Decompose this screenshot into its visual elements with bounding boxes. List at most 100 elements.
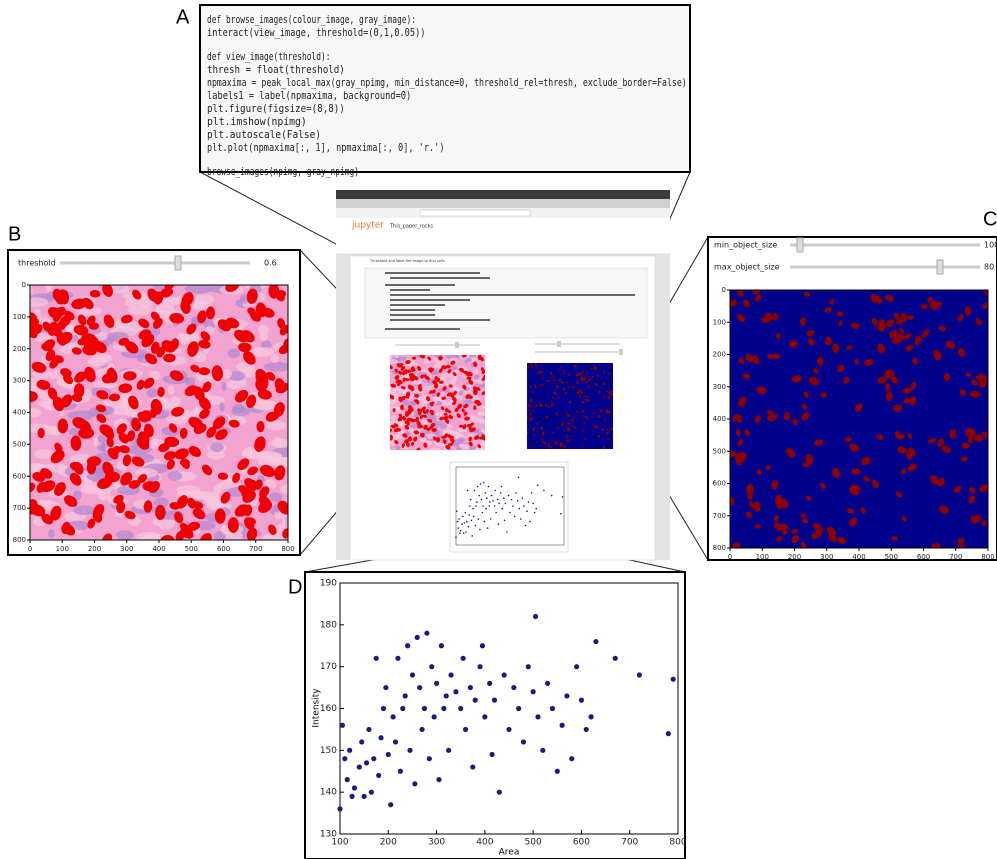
slider-value: 80	[984, 263, 994, 272]
x-tick-label: 600	[917, 553, 930, 561]
point	[444, 693, 449, 698]
image: 0100200300400500600700800010020030040050…	[13, 277, 300, 553]
y-tick-label: 170	[320, 662, 337, 672]
x-tick-label: 700	[249, 545, 262, 553]
y-tick-label: 600	[13, 472, 26, 480]
y-tick-label: 200	[13, 345, 26, 353]
point	[461, 523, 463, 525]
x-tick-label: 800	[981, 553, 994, 561]
slider-label: threshold	[18, 259, 56, 268]
point	[526, 510, 528, 512]
point	[337, 806, 342, 811]
y-tick-label: 800	[713, 544, 726, 552]
nucleus	[37, 428, 44, 438]
point	[386, 752, 391, 757]
point	[526, 664, 531, 669]
point	[492, 500, 494, 502]
point	[383, 685, 388, 690]
y-tick-label: 700	[713, 512, 726, 520]
x-tick-label: 300	[820, 553, 833, 561]
x-tick-label: 400	[852, 553, 865, 561]
stroma	[73, 505, 95, 515]
point	[463, 533, 465, 535]
image-content	[525, 361, 614, 449]
figure: jupyter This_paper_rocks Threshold and l…	[0, 0, 997, 859]
point	[345, 777, 350, 782]
image-content	[724, 285, 992, 552]
point	[436, 777, 441, 782]
notebook-screenshot: jupyter This_paper_rocks Threshold and l…	[336, 190, 670, 560]
code-line: interact(view_image, threshold=(0,1,0.05…	[207, 26, 426, 39]
point	[502, 672, 507, 677]
stroma	[256, 347, 274, 357]
stroma	[457, 437, 465, 442]
x-tick-label: 300	[428, 838, 445, 848]
point	[535, 714, 540, 719]
point	[477, 486, 479, 488]
y-tick-label: 200	[713, 351, 726, 359]
stroma	[259, 331, 267, 341]
stroma	[270, 438, 289, 448]
point	[415, 635, 420, 640]
point	[666, 731, 671, 736]
point	[424, 631, 429, 636]
point	[480, 483, 482, 485]
point	[474, 525, 476, 527]
x-tick-label: 200	[88, 545, 101, 553]
point	[468, 526, 470, 528]
y-tick-label: 500	[13, 440, 26, 448]
slider-handle[interactable]	[937, 260, 943, 274]
point	[501, 486, 503, 488]
panel-label: D	[288, 576, 302, 598]
x-tick-label: 0	[28, 545, 32, 553]
point	[347, 748, 352, 753]
x-tick-label: 800	[281, 545, 294, 553]
slider-handle[interactable]	[797, 238, 803, 252]
stroma	[34, 449, 53, 459]
point	[486, 497, 488, 499]
stroma	[213, 485, 222, 495]
point	[494, 505, 496, 507]
stroma	[269, 492, 282, 502]
point	[535, 508, 537, 510]
point	[525, 525, 527, 527]
stroma	[168, 385, 175, 395]
point	[485, 508, 487, 510]
slider-handle[interactable]	[175, 256, 181, 270]
point	[357, 764, 362, 769]
y-tick-label: 180	[320, 620, 337, 630]
x-tick-label: 300	[120, 545, 133, 553]
x-tick-label: 100	[56, 545, 69, 553]
panel-label: C	[983, 208, 997, 230]
y-tick-label: 130	[320, 830, 337, 840]
point	[476, 501, 478, 503]
point	[543, 490, 545, 492]
point	[528, 501, 530, 503]
x-tick-label: 100	[756, 553, 769, 561]
point	[478, 495, 480, 497]
point	[560, 513, 562, 515]
nucleus	[471, 428, 474, 432]
point	[498, 503, 500, 505]
y-tick-label: 600	[713, 480, 726, 488]
point	[434, 681, 439, 686]
point	[342, 756, 347, 761]
point	[349, 794, 354, 799]
x-tick-label: 0	[728, 553, 732, 561]
point	[501, 508, 503, 510]
point	[467, 490, 469, 492]
point	[588, 714, 593, 719]
stroma	[432, 396, 443, 401]
point	[446, 748, 451, 753]
stroma	[219, 402, 224, 412]
point	[412, 781, 417, 786]
point	[388, 802, 393, 807]
point	[481, 512, 483, 514]
stroma	[168, 471, 182, 481]
point	[480, 643, 485, 648]
point	[511, 685, 516, 690]
point	[483, 482, 485, 484]
y-tick-label: 700	[13, 504, 26, 512]
x-tick-label: 500	[525, 838, 542, 848]
point	[523, 505, 525, 507]
